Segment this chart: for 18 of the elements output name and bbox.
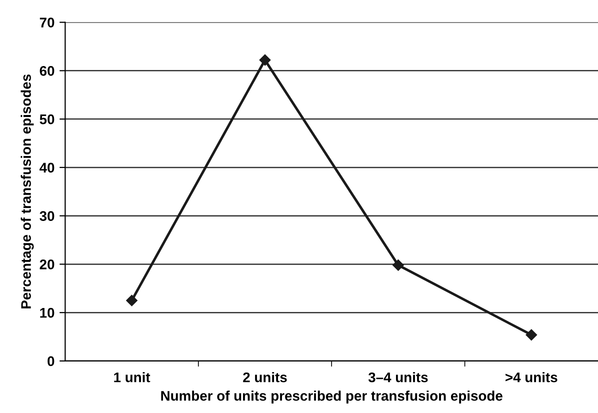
y-tick-label: 10 [40,308,54,318]
x-tick-label: 2 units [243,372,287,382]
point [392,260,404,271]
y-tick-label: 60 [40,66,54,76]
x-tick-label: >4 units [506,372,558,382]
y-tick-label: 40 [40,162,54,173]
point [126,294,138,306]
x-axis-title: Number of units prescribed per transfusion episode [161,390,502,404]
y-tick-label: 70 [40,18,54,28]
x-tick-label: 1 unit [114,372,150,382]
y-tick-label: 20 [40,260,54,270]
y-tick-label: 0 [48,356,54,366]
point [259,54,271,66]
point [526,329,538,340]
y-tick-label: 30 [40,211,54,222]
y-axis-title: Percentage of transfusion episodes [20,74,34,308]
x-tick-label: 3–4 units [368,372,428,382]
y-tick-label: 50 [40,114,54,124]
